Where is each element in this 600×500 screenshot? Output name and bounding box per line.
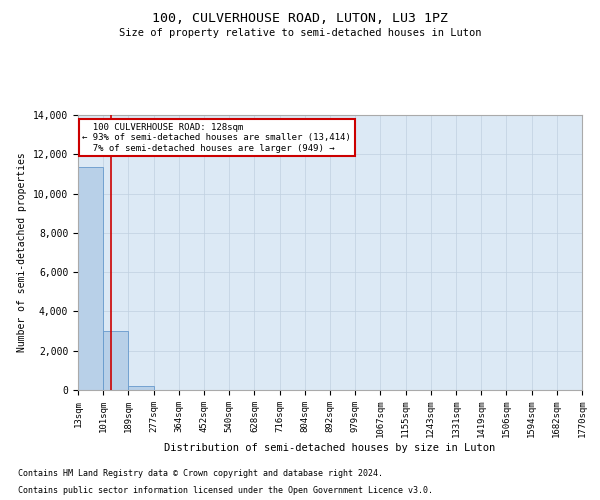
X-axis label: Distribution of semi-detached houses by size in Luton: Distribution of semi-detached houses by … — [164, 443, 496, 453]
Text: Size of property relative to semi-detached houses in Luton: Size of property relative to semi-detach… — [119, 28, 481, 38]
Text: 100, CULVERHOUSE ROAD, LUTON, LU3 1PZ: 100, CULVERHOUSE ROAD, LUTON, LU3 1PZ — [152, 12, 448, 26]
Bar — [78, 167, 103, 390]
Y-axis label: Number of semi-detached properties: Number of semi-detached properties — [17, 152, 28, 352]
Text: 100 CULVERHOUSE ROAD: 128sqm
← 93% of semi-detached houses are smaller (13,414)
: 100 CULVERHOUSE ROAD: 128sqm ← 93% of se… — [82, 123, 351, 152]
Text: Contains public sector information licensed under the Open Government Licence v3: Contains public sector information licen… — [18, 486, 433, 495]
Bar — [103, 330, 128, 390]
Text: Contains HM Land Registry data © Crown copyright and database right 2024.: Contains HM Land Registry data © Crown c… — [18, 468, 383, 477]
Bar — [128, 386, 154, 390]
